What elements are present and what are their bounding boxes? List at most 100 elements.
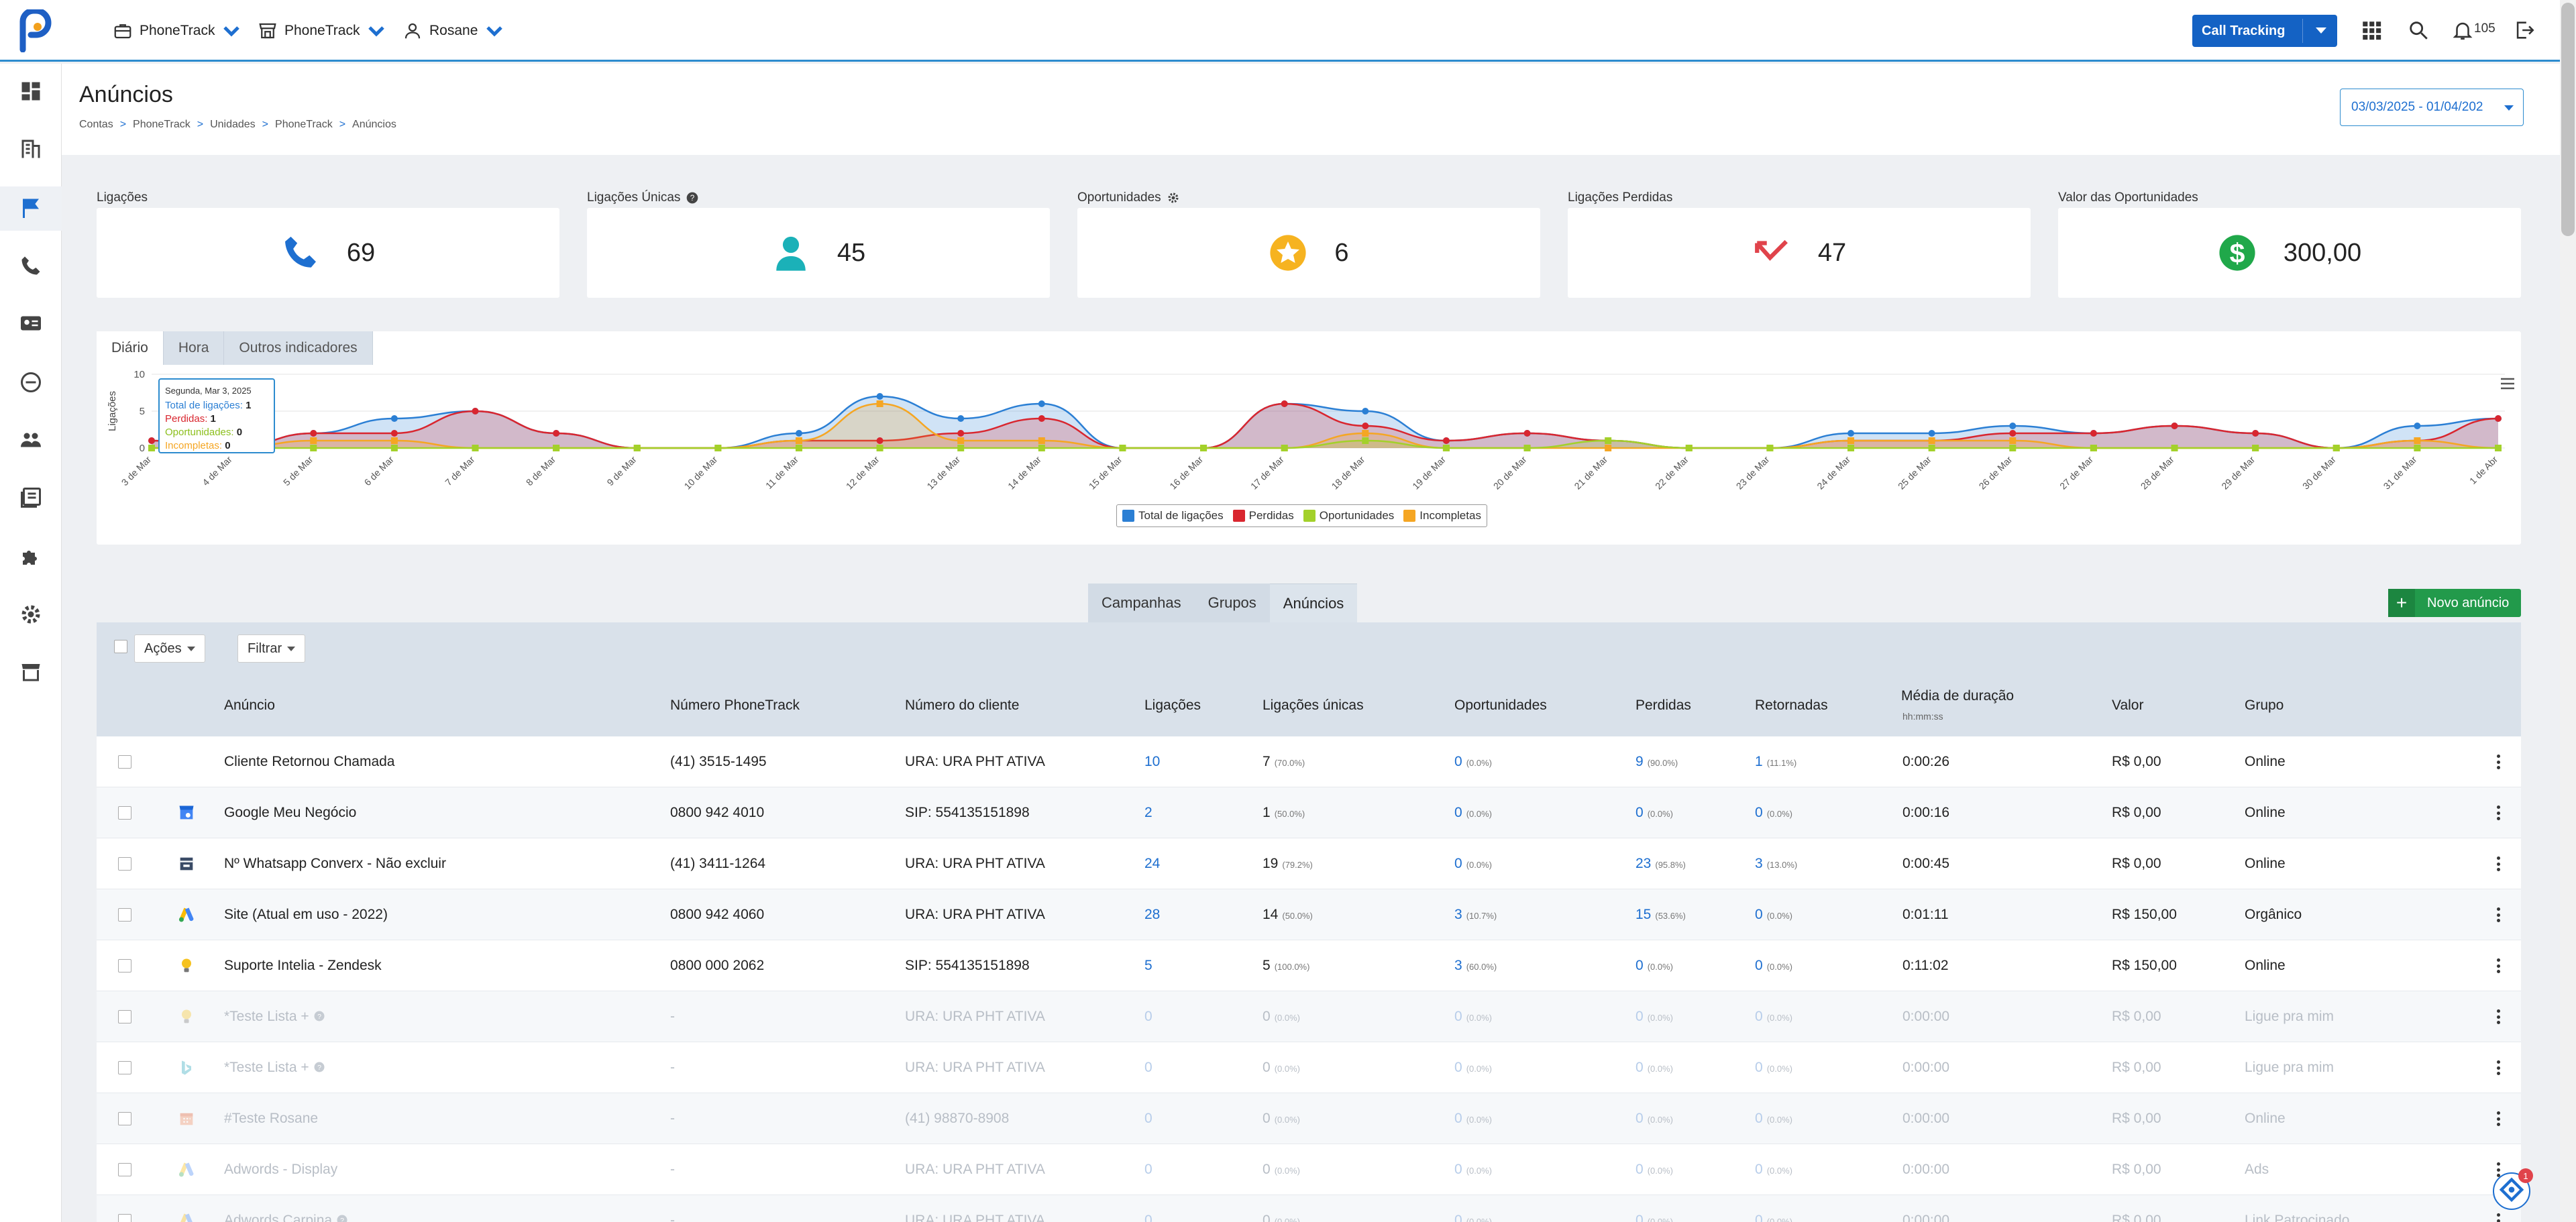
row-menu-icon[interactable] <box>2497 1060 2501 1075</box>
col-header-ligacoes[interactable]: Ligações <box>1144 698 1201 713</box>
cell-opp[interactable]: 0 (0.0%) <box>1454 1111 1492 1126</box>
unit-selector[interactable]: PhoneTrack <box>258 19 386 43</box>
tab-hora[interactable]: Hora <box>163 331 225 365</box>
ad-name[interactable]: Google Meu Negócio <box>224 805 357 820</box>
search-icon[interactable] <box>2407 19 2430 42</box>
cell-opp[interactable]: 0 (0.0%) <box>1454 1162 1492 1177</box>
product-switcher-button[interactable]: Call Tracking <box>2192 15 2337 47</box>
cell-perd[interactable]: 0 (0.0%) <box>1635 1111 1673 1126</box>
buildings-icon[interactable] <box>19 137 43 161</box>
app-logo[interactable] <box>16 7 54 53</box>
row-menu-icon[interactable] <box>2497 755 2501 769</box>
cell-opp[interactable]: 0 (0.0%) <box>1454 1060 1492 1075</box>
table-row[interactable]: Adwords - Display - URA: URA PHT ATIVA 0 0 (0… <box>97 1144 2521 1195</box>
col-header-perdidas[interactable]: Perdidas <box>1635 698 1691 713</box>
filter-dropdown[interactable]: Filtrar <box>237 634 306 663</box>
col-header-anuncio[interactable]: Anúncio <box>224 698 275 713</box>
cell-opp[interactable]: 3 (60.0%) <box>1454 958 1497 973</box>
ad-name[interactable]: Adwords - Display <box>224 1162 338 1177</box>
row-checkbox[interactable] <box>118 908 131 922</box>
contact-card-icon[interactable] <box>19 311 43 335</box>
apps-grid-icon[interactable] <box>2360 19 2383 42</box>
cell-lig[interactable]: 28 <box>1144 907 1161 922</box>
cell-opp[interactable]: 0 (0.0%) <box>1454 1213 1492 1222</box>
col-header-valor[interactable]: Valor <box>2112 698 2144 713</box>
row-menu-icon[interactable] <box>2497 1162 2501 1177</box>
cell-lig[interactable]: 2 <box>1144 805 1152 820</box>
ad-name[interactable]: Site (Atual em uso - 2022) <box>224 907 388 922</box>
cell-ret[interactable]: 0 (0.0%) <box>1755 907 1792 922</box>
chart-menu-icon[interactable] <box>2500 377 2516 390</box>
col-header-retornadas[interactable]: Retornadas <box>1755 698 1828 713</box>
legend-item-total[interactable]: Total de ligações <box>1122 509 1224 522</box>
tab-anuncios[interactable]: Anúncios <box>1269 584 1358 622</box>
dashboard-icon[interactable] <box>19 79 43 103</box>
date-range-picker[interactable]: 03/03/2025 - 01/04/202 <box>2340 89 2524 126</box>
breadcrumb-item-unidades[interactable]: Unidades <box>210 119 256 130</box>
row-menu-icon[interactable] <box>2497 907 2501 922</box>
help-circle-icon[interactable]: ? <box>313 1010 325 1022</box>
cell-perd[interactable]: 0 (0.0%) <box>1635 805 1673 820</box>
row-menu-icon[interactable] <box>2497 1213 2501 1222</box>
row-checkbox[interactable] <box>118 857 131 871</box>
flag-icon[interactable] <box>19 196 43 220</box>
help-circle-icon[interactable]: ? <box>313 1061 325 1073</box>
ad-name[interactable]: Suporte Intelia - Zendesk <box>224 958 382 973</box>
logout-icon[interactable] <box>2513 19 2536 42</box>
row-checkbox[interactable] <box>118 806 131 820</box>
table-row[interactable]: Suporte Intelia - Zendesk 0800 000 2062 SI… <box>97 940 2521 991</box>
cell-opp[interactable]: 0 (0.0%) <box>1454 856 1492 871</box>
cell-opp[interactable]: 0 (0.0%) <box>1454 754 1492 769</box>
row-menu-icon[interactable] <box>2497 958 2501 973</box>
ad-name[interactable]: #Teste Rosane <box>224 1111 319 1126</box>
cell-lig[interactable]: 0 <box>1144 1111 1152 1126</box>
tab-grupos[interactable]: Grupos <box>1194 584 1270 622</box>
row-checkbox[interactable] <box>118 1163 131 1176</box>
col-header-oportunidades[interactable]: Oportunidades <box>1454 698 1547 713</box>
col-header-grupo[interactable]: Grupo <box>2245 698 2284 713</box>
table-row[interactable]: Site (Atual em uso - 2022) 0800 942 4060 U… <box>97 889 2521 940</box>
gear-icon[interactable] <box>1167 191 1180 205</box>
cell-ret[interactable]: 0 (0.0%) <box>1755 958 1792 973</box>
ad-name[interactable]: Nº Whatsapp Converx - Não excluir <box>224 856 446 871</box>
new-ad-button[interactable]: + Novo anúncio <box>2388 589 2521 617</box>
cell-ret[interactable]: 0 (0.0%) <box>1755 1111 1792 1126</box>
row-checkbox[interactable] <box>118 1061 131 1074</box>
table-row[interactable]: Google Meu Negócio 0800 942 4010 SIP: 5541… <box>97 787 2521 838</box>
cell-ret[interactable]: 0 (0.0%) <box>1755 805 1792 820</box>
ad-name[interactable]: *Teste Lista + ? <box>224 1009 325 1025</box>
legend-item-perdidas[interactable]: Perdidas <box>1232 509 1294 522</box>
page-scrollbar-thumb[interactable] <box>2561 3 2575 236</box>
legend-item-oportunidades[interactable]: Oportunidades <box>1303 509 1394 522</box>
col-header-media-duracao[interactable]: Média de duração <box>1901 688 2015 704</box>
tab-campanhas[interactable]: Campanhas <box>1088 584 1195 622</box>
col-header-numero-phonetrack[interactable]: Número PhoneTrack <box>670 698 800 713</box>
cell-perd[interactable]: 15 (53.6%) <box>1635 907 1686 922</box>
cell-perd[interactable]: 0 (0.0%) <box>1635 1060 1673 1075</box>
table-row[interactable]: *Teste Lista + ? - URA: URA PHT ATIVA 0 0 (0.… <box>97 1042 2521 1093</box>
ad-name[interactable]: Adwords Carpina ? <box>224 1213 348 1222</box>
row-checkbox[interactable] <box>118 1214 131 1222</box>
cell-lig[interactable]: 0 <box>1144 1060 1152 1075</box>
cell-perd[interactable]: 0 (0.0%) <box>1635 958 1673 973</box>
col-header-numero-cliente[interactable]: Número do cliente <box>905 698 1020 713</box>
cell-opp[interactable]: 0 (0.0%) <box>1454 1009 1492 1024</box>
cell-ret[interactable]: 0 (0.0%) <box>1755 1060 1792 1075</box>
cell-ret[interactable]: 0 (0.0%) <box>1755 1162 1792 1177</box>
row-checkbox[interactable] <box>118 959 131 973</box>
user-selector[interactable]: Rosane <box>402 19 504 43</box>
cell-lig[interactable]: 10 <box>1144 754 1161 769</box>
gear-icon[interactable] <box>19 602 43 626</box>
table-row[interactable]: *Teste Lista + ? - URA: URA PHT ATIVA 0 0 (0.… <box>97 991 2521 1042</box>
select-all-checkbox[interactable] <box>114 640 127 653</box>
ad-name[interactable]: *Teste Lista + ? <box>224 1060 325 1076</box>
cell-lig[interactable]: 0 <box>1144 1162 1152 1177</box>
breadcrumb-item-unit[interactable]: PhoneTrack <box>275 119 333 130</box>
store-icon[interactable] <box>19 660 43 684</box>
table-row[interactable]: Nº Whatsapp Converx - Não excluir (41) 34… <box>97 838 2521 889</box>
cell-opp[interactable]: 0 (0.0%) <box>1454 805 1492 820</box>
cell-lig[interactable]: 0 <box>1144 1213 1152 1222</box>
users-icon[interactable] <box>19 428 43 452</box>
table-row[interactable]: #Teste Rosane - (41) 98870-8908 0 0 (0.0%) 0 (0… <box>97 1093 2521 1144</box>
tab-outros-indicadores[interactable]: Outros indicadores <box>224 331 373 365</box>
